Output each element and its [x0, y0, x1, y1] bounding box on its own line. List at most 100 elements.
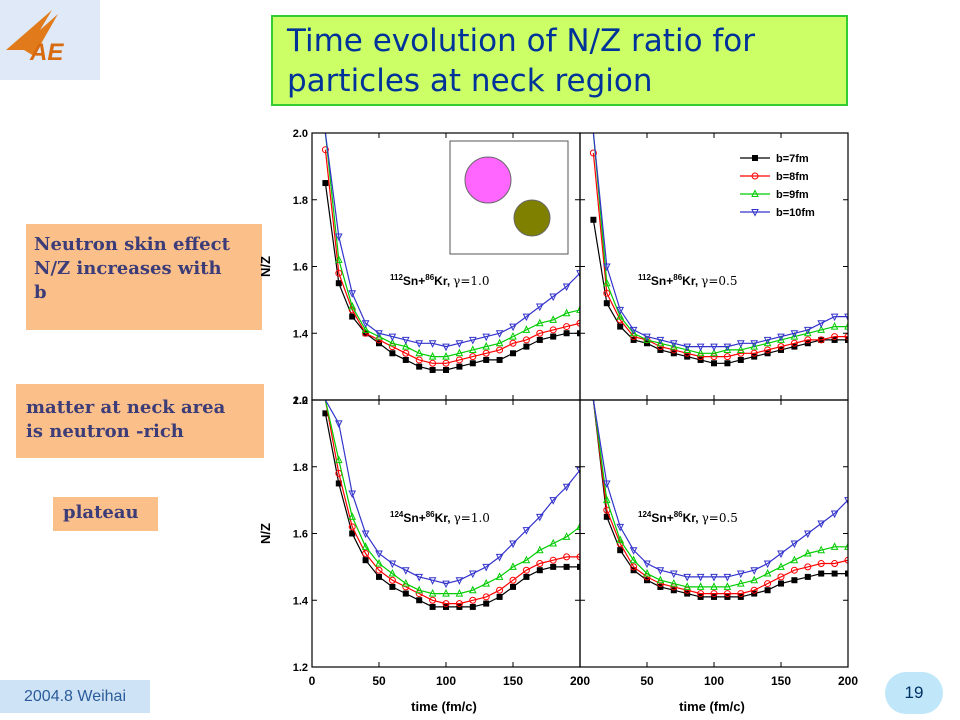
panel-plot-area	[321, 133, 580, 373]
data-point	[752, 155, 758, 161]
data-point	[723, 353, 731, 361]
data-point	[804, 336, 812, 344]
data-point	[656, 338, 665, 347]
x-tick-label: 100	[436, 674, 456, 688]
panel-label: 124Sn+86Kr, γ=0.5	[638, 510, 738, 525]
data-point	[522, 527, 531, 535]
data-point	[348, 490, 357, 499]
data-point	[469, 603, 476, 610]
data-point	[415, 340, 424, 348]
logo: AE	[0, 0, 100, 80]
data-point	[723, 573, 732, 582]
chart-legend: b=7fm b=8fm b=9fm b=10fm	[740, 153, 815, 219]
data-point	[536, 567, 543, 574]
label-text: Sn+	[403, 274, 425, 288]
data-point	[361, 542, 370, 550]
panel-label: 112Sn+86Kr, γ=0.5	[638, 273, 737, 288]
data-point	[723, 345, 732, 353]
data-point	[375, 331, 383, 340]
page-number: 19	[885, 672, 943, 714]
data-point	[522, 336, 530, 344]
series-line	[592, 133, 848, 348]
data-point	[550, 563, 557, 570]
data-point	[817, 545, 826, 554]
label-text: Sn+	[403, 511, 425, 525]
data-point	[522, 566, 530, 574]
data-point	[710, 590, 718, 598]
data-point	[536, 560, 544, 568]
data-point	[535, 545, 544, 554]
data-point	[576, 270, 580, 278]
data-point	[710, 573, 718, 582]
data-point	[535, 513, 544, 522]
data-point	[536, 336, 543, 343]
title-box: Time evolution of N/Z ratio for particle…	[271, 15, 848, 106]
data-point	[576, 319, 580, 327]
data-point	[375, 566, 383, 574]
data-point	[509, 331, 517, 340]
chart-panel-3: 124Sn+86Kr, γ=1.0	[311, 399, 581, 668]
target-nucleus	[513, 199, 551, 237]
data-point	[334, 233, 343, 242]
data-point	[563, 330, 570, 337]
data-point	[643, 333, 651, 342]
series-line	[592, 152, 848, 358]
data-point	[763, 568, 772, 577]
x-tick-label: 50	[372, 674, 386, 688]
data-point	[429, 366, 436, 373]
data-point	[764, 346, 772, 354]
data-point	[496, 586, 504, 594]
data-point	[669, 341, 678, 350]
data-point	[696, 573, 705, 582]
data-point	[522, 325, 531, 333]
data-point	[482, 578, 491, 587]
y-tick-label: 1.4	[293, 328, 309, 340]
data-point	[724, 360, 731, 367]
data-point	[428, 351, 437, 360]
data-point	[549, 315, 558, 323]
data-point	[737, 356, 744, 363]
data-point	[723, 343, 732, 352]
data-point	[361, 530, 370, 539]
data-point	[617, 547, 624, 554]
data-point	[429, 603, 436, 610]
label-text: Kr,	[435, 511, 451, 525]
data-point	[616, 535, 625, 544]
series-line	[324, 149, 580, 364]
data-point	[683, 573, 692, 582]
data-point	[817, 325, 826, 333]
data-point	[603, 289, 611, 297]
data-point	[455, 348, 464, 357]
data-point	[429, 596, 437, 604]
data-point	[643, 560, 651, 569]
inset-nuclei	[449, 140, 569, 255]
data-point	[791, 577, 798, 584]
data-point	[428, 340, 437, 348]
data-point	[455, 588, 464, 597]
data-point	[549, 293, 558, 302]
data-point	[482, 349, 490, 357]
data-point	[750, 575, 759, 584]
data-point	[415, 573, 424, 582]
y-tick-label: 1.6	[293, 529, 308, 541]
data-point	[335, 280, 342, 287]
data-point	[629, 326, 638, 335]
data-point	[763, 560, 772, 569]
data-point	[576, 553, 580, 561]
data-point	[736, 570, 745, 579]
data-point	[509, 562, 517, 570]
data-point	[549, 497, 558, 505]
data-point	[777, 343, 785, 351]
data-point	[750, 340, 759, 348]
data-point	[536, 329, 544, 337]
data-point	[416, 597, 423, 604]
label-text: Kr,	[682, 274, 698, 288]
data-point	[790, 331, 799, 340]
legend-label: b=8fm	[776, 171, 809, 183]
data-point	[362, 550, 370, 558]
data-point	[804, 573, 811, 580]
data-point	[401, 567, 410, 575]
data-point	[710, 343, 718, 352]
y-tick-label: 1.2	[293, 662, 308, 674]
data-point	[443, 366, 449, 373]
